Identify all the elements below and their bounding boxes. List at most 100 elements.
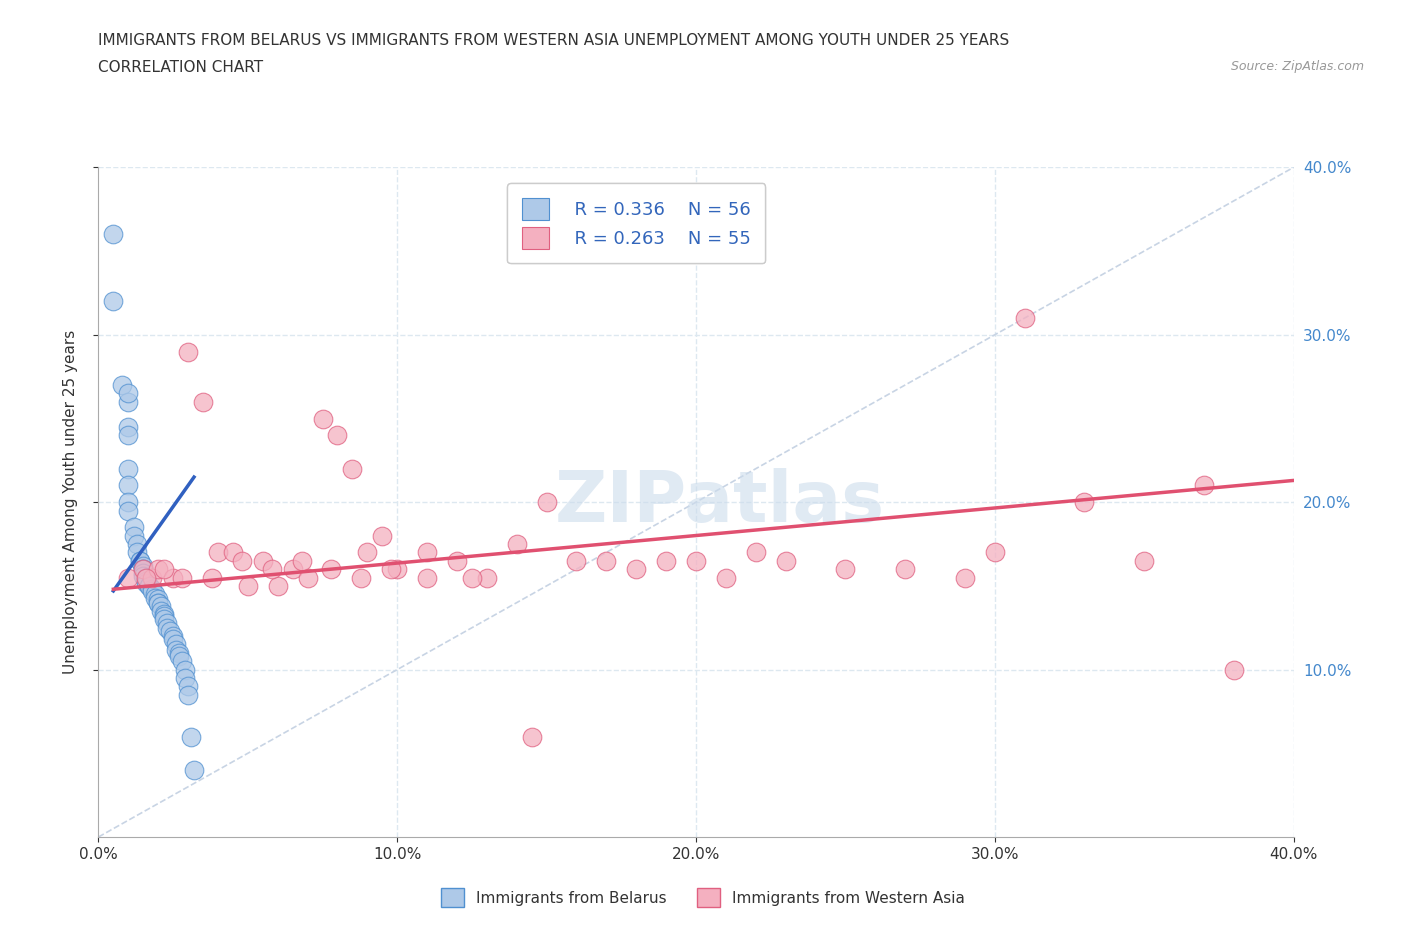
Point [111, 378, 134, 392]
Point [595, 553, 617, 568]
Point [132, 562, 155, 577]
Point [162, 570, 184, 585]
Point [156, 616, 179, 631]
Point [350, 570, 373, 585]
Point [775, 553, 797, 568]
Point [536, 495, 558, 510]
Point [475, 570, 498, 585]
Point [132, 568, 155, 583]
Point [291, 553, 314, 568]
Point [135, 570, 157, 585]
Point [135, 570, 157, 585]
Point [117, 461, 139, 476]
Point [834, 562, 856, 577]
Point [153, 608, 176, 623]
Point [132, 562, 155, 577]
Point [311, 411, 333, 426]
Point [159, 624, 181, 639]
Point [132, 565, 155, 580]
Point [135, 575, 157, 590]
Point [520, 729, 543, 744]
Point [984, 545, 1007, 560]
Text: CORRELATION CHART: CORRELATION CHART [98, 60, 263, 75]
Point [1014, 311, 1036, 325]
Point [385, 562, 409, 577]
Point [297, 570, 319, 585]
Point [148, 591, 170, 606]
Point [162, 632, 184, 647]
Point [143, 587, 166, 602]
Point [201, 570, 224, 585]
Point [260, 562, 283, 577]
Point [321, 562, 343, 577]
Point [117, 419, 139, 434]
Point [165, 642, 187, 657]
Point [150, 604, 173, 618]
Point [129, 553, 152, 568]
Point [117, 386, 139, 401]
Point [177, 679, 200, 694]
Point [356, 545, 378, 560]
Point [172, 654, 194, 669]
Point [103, 227, 125, 242]
Point [117, 428, 139, 443]
Point [141, 583, 163, 598]
Point [167, 645, 190, 660]
Point [222, 545, 245, 560]
Point [156, 620, 179, 635]
Y-axis label: Unemployment Among Youth under 25 years: Unemployment Among Youth under 25 years [63, 330, 77, 674]
Point [191, 394, 214, 409]
Point [714, 570, 737, 585]
Point [124, 520, 146, 535]
Point [127, 545, 149, 560]
Legend:   R = 0.336    N = 56,   R = 0.263    N = 55: R = 0.336 N = 56, R = 0.263 N = 55 [508, 183, 765, 263]
Point [281, 562, 304, 577]
Point [416, 570, 439, 585]
Point [117, 478, 139, 493]
Point [148, 595, 170, 610]
Point [207, 545, 229, 560]
Point [132, 562, 155, 577]
Point [180, 729, 202, 744]
Point [153, 562, 176, 577]
Text: ZIPatlas: ZIPatlas [555, 468, 884, 537]
Point [236, 578, 259, 593]
Point [342, 461, 364, 476]
Point [894, 562, 917, 577]
Point [446, 553, 468, 568]
Point [371, 528, 394, 543]
Point [135, 570, 157, 585]
Point [141, 570, 163, 585]
Point [326, 428, 349, 443]
Point [231, 553, 253, 568]
Point [174, 671, 197, 685]
Point [117, 394, 139, 409]
Point [177, 344, 200, 359]
Point [461, 570, 484, 585]
Point [1133, 553, 1156, 568]
Legend: Immigrants from Belarus, Immigrants from Western Asia: Immigrants from Belarus, Immigrants from… [434, 883, 972, 913]
Point [129, 553, 152, 568]
Point [165, 637, 187, 652]
Point [124, 528, 146, 543]
Text: IMMIGRANTS FROM BELARUS VS IMMIGRANTS FROM WESTERN ASIA UNEMPLOYMENT AMONG YOUTH: IMMIGRANTS FROM BELARUS VS IMMIGRANTS FR… [98, 33, 1010, 47]
Point [150, 599, 173, 614]
Point [153, 612, 176, 627]
Point [183, 763, 205, 777]
Point [162, 629, 184, 644]
Point [135, 574, 157, 589]
Point [117, 503, 139, 518]
Point [380, 562, 402, 577]
Point [416, 545, 439, 560]
Point [685, 553, 707, 568]
Text: Source: ZipAtlas.com: Source: ZipAtlas.com [1230, 60, 1364, 73]
Point [132, 558, 155, 573]
Point [167, 649, 190, 664]
Point [177, 687, 200, 702]
Point [1223, 662, 1246, 677]
Point [148, 595, 170, 610]
Point [143, 591, 166, 605]
Point [565, 553, 588, 568]
Point [153, 607, 176, 622]
Point [117, 570, 139, 585]
